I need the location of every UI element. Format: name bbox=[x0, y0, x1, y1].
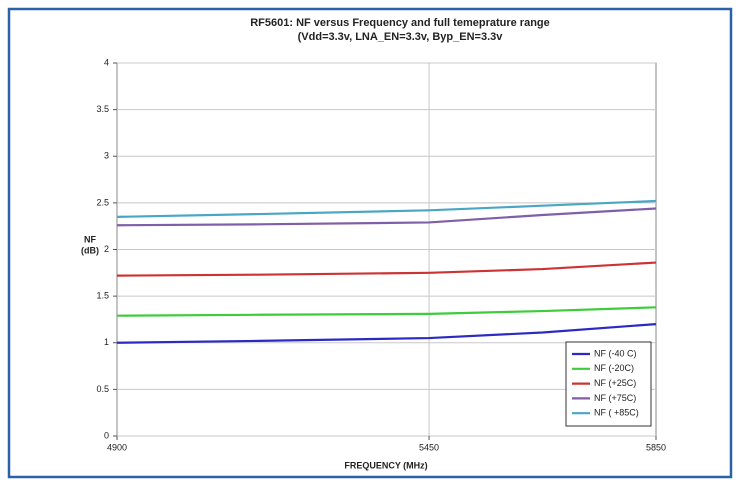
y-axis-label: (dB) bbox=[81, 245, 99, 255]
legend-label: NF (+25C) bbox=[594, 378, 636, 388]
y-tick-label: 2.5 bbox=[96, 197, 109, 207]
y-tick-label: 3.5 bbox=[96, 104, 109, 114]
chart-subtitle: (Vdd=3.3v, LNA_EN=3.3v, Byp_EN=3.3v bbox=[298, 31, 504, 43]
y-tick-label: 2 bbox=[104, 244, 109, 254]
y-tick-label: 3 bbox=[104, 151, 109, 161]
legend-label: NF (+75C) bbox=[594, 393, 636, 403]
x-tick-label: 5850 bbox=[646, 442, 666, 452]
y-tick-label: 1 bbox=[104, 337, 109, 347]
y-tick-label: 4 bbox=[104, 57, 109, 67]
series-line bbox=[116, 261, 657, 277]
series-line bbox=[116, 207, 657, 227]
legend-label: NF (-40 C) bbox=[594, 348, 637, 358]
y-tick-label: 0.5 bbox=[96, 384, 109, 394]
series-line bbox=[116, 306, 657, 317]
series-line bbox=[116, 199, 657, 218]
x-tick-label: 5450 bbox=[419, 442, 439, 452]
chart-title: RF5601: NF versus Frequency and full tem… bbox=[250, 17, 550, 29]
legend-label: NF ( +85C) bbox=[594, 408, 639, 418]
x-tick-label: 4900 bbox=[107, 442, 127, 452]
y-tick-label: 1.5 bbox=[96, 291, 109, 301]
series-line bbox=[116, 323, 657, 344]
y-tick-label: 0 bbox=[104, 430, 109, 440]
legend-label: NF (-20C) bbox=[594, 363, 634, 373]
y-axis-label: NF bbox=[84, 234, 96, 244]
x-axis-label: FREQUENCY (MHz) bbox=[344, 460, 427, 470]
